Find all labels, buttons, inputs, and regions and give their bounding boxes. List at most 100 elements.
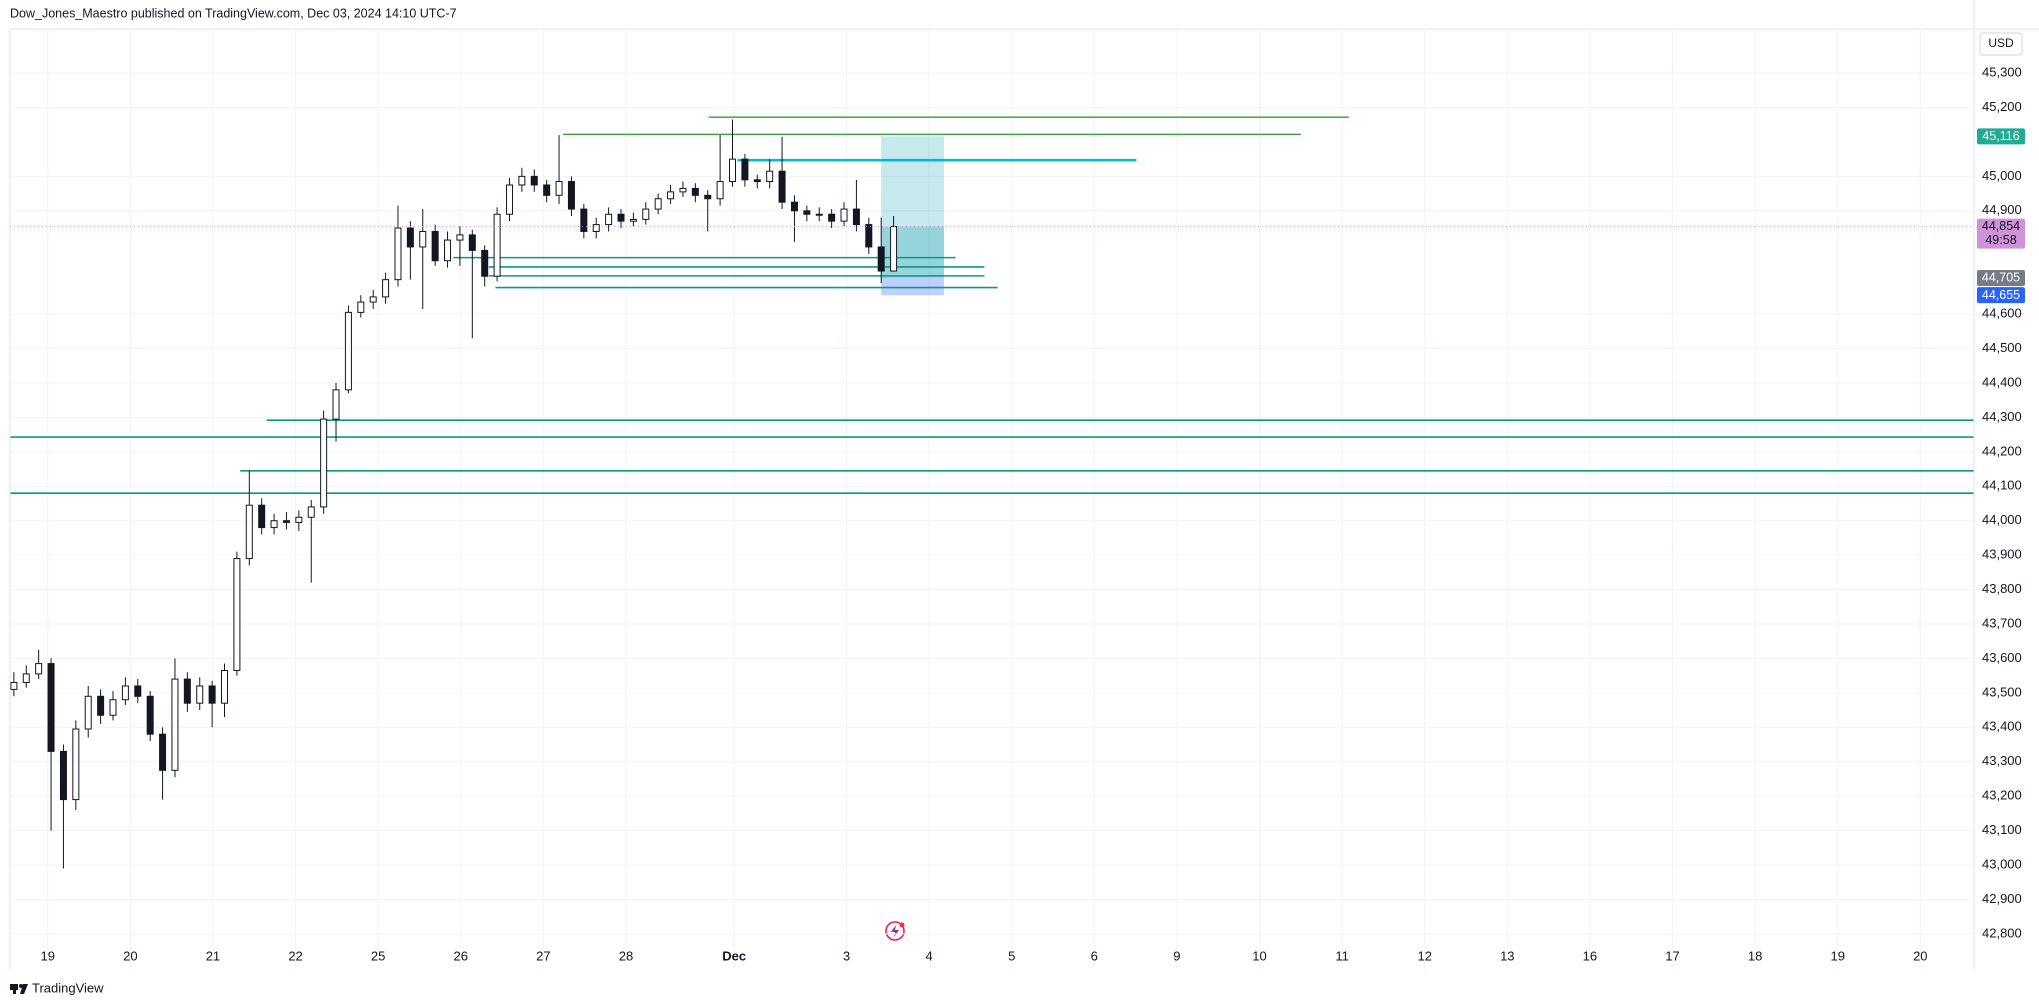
candle-body — [865, 224, 873, 248]
candle-body — [790, 201, 798, 212]
candle-body — [642, 208, 650, 220]
currency-box — [1979, 32, 2023, 56]
candle-body — [196, 685, 204, 704]
candle-body — [295, 516, 303, 523]
candle-body — [357, 301, 365, 313]
y-tick-label: 43,900 — [1982, 547, 2022, 562]
candle-body — [543, 184, 551, 196]
candle-body — [704, 194, 712, 200]
y-tick-label: 44,300 — [1982, 409, 2022, 424]
candle-body — [592, 224, 600, 232]
x-tick-label: 13 — [1500, 948, 1514, 963]
candle-body — [456, 234, 464, 241]
candle-body — [121, 685, 129, 701]
alert-icon — [885, 921, 905, 941]
candle-body — [493, 213, 501, 277]
last-price-box — [1977, 218, 2025, 249]
candle-body — [406, 227, 414, 248]
candle-body — [233, 558, 241, 671]
x-tick-label: 28 — [619, 948, 633, 963]
y-tick-label: 44,200 — [1982, 443, 2022, 458]
candle-body — [877, 246, 885, 272]
candle-body — [530, 175, 538, 186]
candle-body — [852, 208, 860, 226]
y-tick-label: 42,800 — [1982, 925, 2022, 940]
y-tick-label: 44,600 — [1982, 306, 2022, 321]
candle-body — [258, 504, 266, 529]
candle-body — [481, 249, 489, 277]
x-tick-label: 21 — [206, 948, 220, 963]
candle-body — [84, 695, 92, 730]
x-tick-label: 16 — [1583, 948, 1597, 963]
candle-body — [580, 208, 588, 232]
y-tick-label: 44,100 — [1982, 478, 2022, 493]
currency: USD — [1988, 36, 2014, 50]
candle-body — [778, 170, 786, 203]
y-tick-label: 43,200 — [1982, 788, 2022, 803]
candle-body — [444, 239, 452, 262]
countdown: 49:58 — [1985, 233, 2016, 247]
x-tick-label: 22 — [288, 948, 302, 963]
candle-body — [146, 695, 154, 735]
stop-zone — [881, 277, 944, 296]
entry-label: 44,705 — [1982, 271, 2020, 285]
candle-body — [159, 733, 167, 771]
candle-body — [47, 663, 55, 752]
stop-label-box — [1977, 287, 2025, 304]
candle-body — [468, 234, 476, 251]
y-tick-label: 44,500 — [1982, 340, 2022, 355]
y-tick-label: 45,000 — [1982, 168, 2022, 183]
x-tick-label: 20 — [1913, 948, 1927, 963]
entry-label-box — [1977, 269, 2025, 286]
x-tick-label: 20 — [123, 948, 137, 963]
candle-body — [22, 673, 30, 684]
y-tick-label: 43,000 — [1982, 856, 2022, 871]
brand: TradingView — [32, 980, 104, 995]
y-tick-label: 43,300 — [1982, 753, 2022, 768]
x-tick-label: 9 — [1173, 948, 1180, 963]
x-tick-label: 18 — [1748, 948, 1762, 963]
candle-body — [307, 506, 315, 518]
x-tick-label: 3 — [843, 948, 850, 963]
x-tick-label: 26 — [454, 948, 468, 963]
target-label-box — [1977, 128, 2025, 145]
candle-body — [716, 181, 724, 200]
candle-body — [518, 175, 526, 186]
x-tick-label: 19 — [41, 948, 55, 963]
y-tick-label: 45,300 — [1982, 65, 2022, 80]
brand-logo — [10, 984, 28, 994]
y-tick-label: 43,100 — [1982, 822, 2022, 837]
candle-body — [828, 213, 836, 222]
y-tick-label: 43,600 — [1982, 650, 2022, 665]
candle-body — [629, 218, 637, 222]
x-tick-label: 17 — [1665, 948, 1679, 963]
x-tick-label: 19 — [1830, 948, 1844, 963]
candle-body — [72, 728, 80, 801]
candle-body — [332, 389, 340, 420]
candle-body — [369, 296, 377, 303]
y-tick-label: 43,500 — [1982, 684, 2022, 699]
candle-body — [691, 187, 699, 196]
stop-label: 44,655 — [1982, 288, 2020, 302]
candle-body — [431, 230, 439, 262]
candle-body — [282, 520, 290, 523]
candle-body — [840, 208, 848, 222]
x-tick-label: 4 — [925, 948, 932, 963]
candle-body — [803, 210, 811, 215]
candle-body — [753, 179, 761, 183]
y-tick-label: 43,800 — [1982, 581, 2022, 596]
y-tick-label: 43,400 — [1982, 719, 2022, 734]
x-tick-label: 5 — [1008, 948, 1015, 963]
candle-body — [890, 226, 898, 272]
candle-body — [617, 213, 625, 222]
x-tick-label: 11 — [1335, 948, 1349, 963]
candle-body — [419, 230, 427, 248]
y-tick-label: 42,900 — [1982, 891, 2022, 906]
candle-body — [654, 198, 662, 210]
candle-body — [171, 678, 179, 771]
candle-body — [679, 187, 687, 193]
x-tick-label: 25 — [371, 948, 385, 963]
candle-body — [270, 520, 278, 529]
y-tick-label: 43,700 — [1982, 615, 2022, 630]
